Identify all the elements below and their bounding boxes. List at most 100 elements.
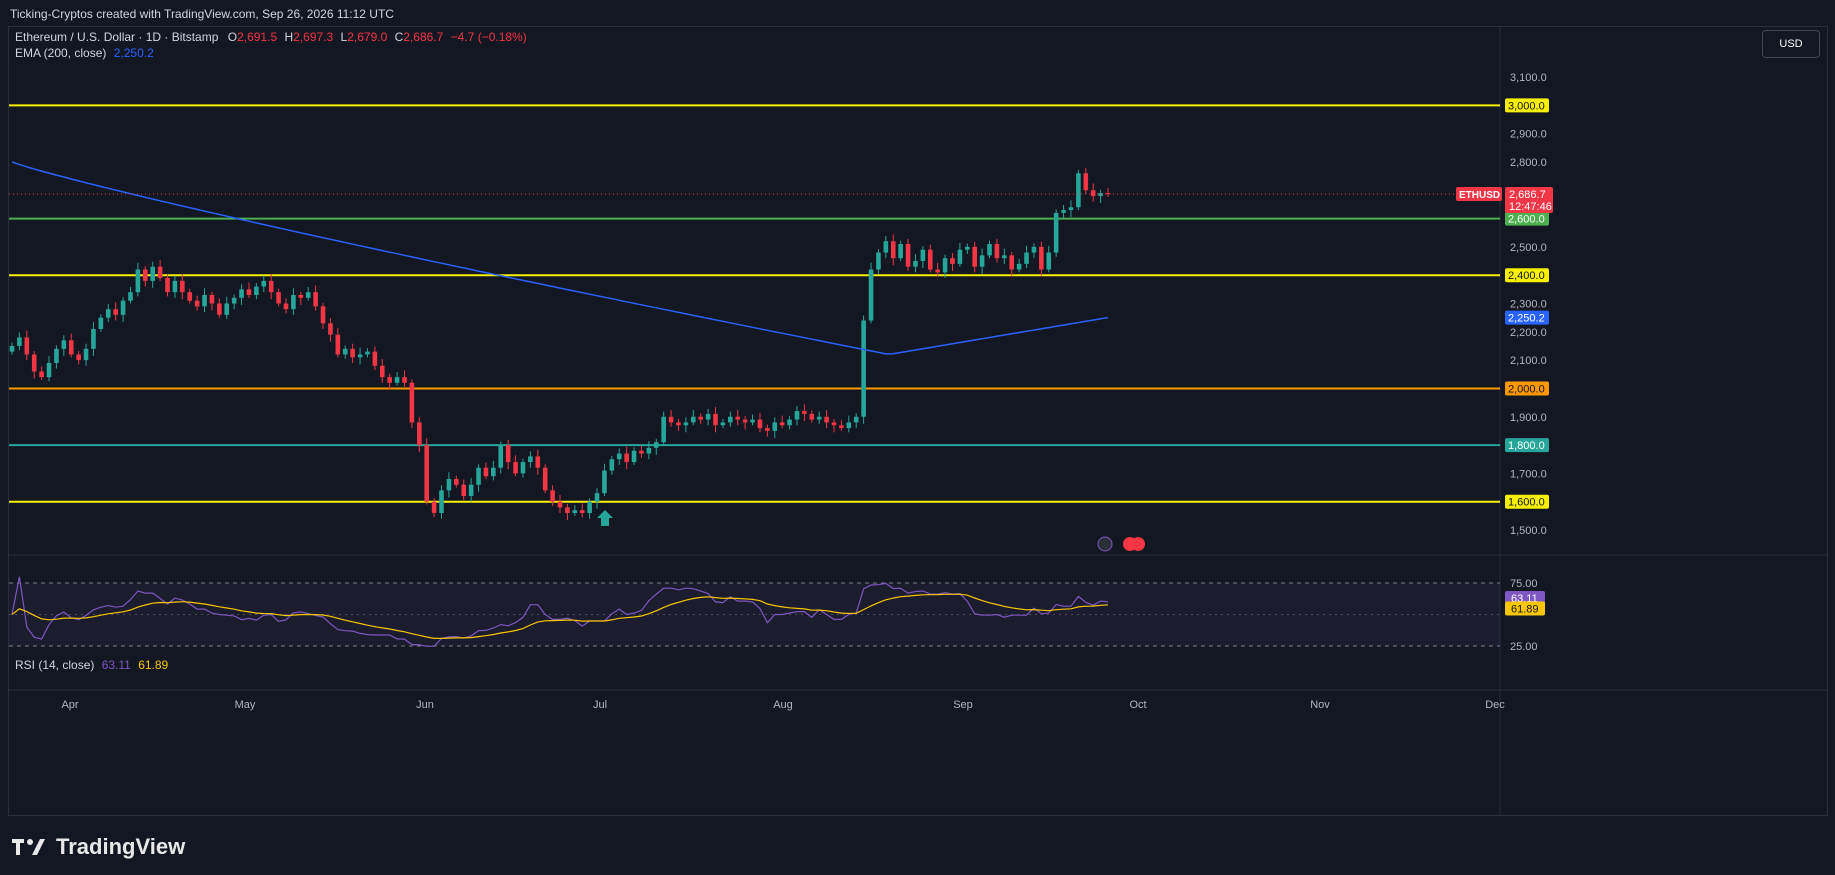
candle-body <box>187 292 193 301</box>
candle-body <box>128 292 133 301</box>
candle-body <box>935 269 940 273</box>
candle-body <box>691 416 696 423</box>
candle-body <box>217 303 222 315</box>
candle-body <box>157 266 163 279</box>
candle-body <box>965 246 970 250</box>
candle-body <box>261 280 267 287</box>
symbol-tag-bg <box>1456 187 1502 202</box>
ema-label: EMA (200, close) <box>15 46 107 60</box>
candle-body <box>1090 190 1096 196</box>
chart-frame[interactable] <box>8 26 1828 816</box>
level-label-bg <box>1505 381 1549 396</box>
ema-legend: EMA (200, close) 2,250.2 <box>15 46 154 60</box>
candle-body <box>609 459 615 471</box>
rsi-tick-label: 25.00 <box>1510 641 1538 653</box>
rsi-ma-tag: 61.89 <box>1511 604 1539 616</box>
candle-body <box>409 382 415 423</box>
ohlc-legend: Ethereum / U.S. Dollar · 1D · Bitstamp O… <box>15 30 527 44</box>
rsi-legend: RSI (14, close) 63.11 61.89 <box>15 658 168 672</box>
candle-body <box>787 419 792 426</box>
low-label: L <box>340 30 348 44</box>
candle-body <box>1039 246 1044 270</box>
candle-body <box>1061 210 1066 213</box>
candle-body <box>698 416 703 420</box>
candle-body <box>987 244 992 256</box>
candle-body <box>572 510 578 514</box>
footer: TradingView <box>0 820 1835 875</box>
candle-body <box>276 292 281 304</box>
candle-body <box>83 348 89 361</box>
candle-body <box>9 345 15 352</box>
chart-caption: Ticking-Cryptos created with TradingView… <box>10 7 394 21</box>
tradingview-logo[interactable]: TradingView <box>12 834 185 860</box>
candle-body <box>676 422 681 426</box>
level-label-bg <box>1505 438 1549 453</box>
candle-body <box>890 241 896 259</box>
candle-body <box>291 295 296 310</box>
tradingview-logo-icon <box>12 839 45 855</box>
symbol-tag: ETHUSD <box>1459 190 1500 201</box>
candle-body <box>372 351 378 366</box>
candle-body <box>313 292 318 307</box>
candle-body <box>68 340 74 355</box>
candle-body <box>646 447 652 454</box>
candle-body <box>320 306 326 324</box>
candle-body <box>387 377 392 383</box>
candle-body <box>365 351 370 355</box>
candle-body <box>1053 212 1059 253</box>
candle-body <box>180 280 185 293</box>
candle-body <box>335 334 341 355</box>
candle-body <box>735 416 741 420</box>
event-lightning-icon <box>1097 536 1113 552</box>
y-tick-label: 2,200.0 <box>1510 327 1547 339</box>
candle-body <box>1083 173 1089 191</box>
candle-body <box>557 501 563 508</box>
candle-body <box>868 269 874 321</box>
change-value: −4.7 (−0.18%) <box>450 30 527 44</box>
high-label: H <box>284 30 294 44</box>
candle-body <box>779 422 785 426</box>
candle-body <box>268 280 274 293</box>
candle-body <box>765 428 770 431</box>
candle-body <box>194 300 200 307</box>
candle-body <box>1009 255 1015 270</box>
candle-body <box>594 493 600 502</box>
candle-body <box>876 252 881 270</box>
candle-body <box>283 303 289 310</box>
brand-name: TradingView <box>56 834 186 859</box>
open-value: 2,691.5 <box>237 30 278 44</box>
candle-body <box>342 348 348 355</box>
level-label: 1,600.0 <box>1508 497 1545 509</box>
y-tick-label: 2,300.0 <box>1510 299 1547 311</box>
candle-body <box>639 450 644 454</box>
rsi-ma-value: 61.89 <box>138 658 169 672</box>
candle-body <box>994 244 1000 259</box>
x-tick-label: Oct <box>1129 699 1146 711</box>
candle-body <box>491 467 496 477</box>
candle-body <box>624 453 629 463</box>
candle-body <box>165 278 170 293</box>
x-tick-label: Dec <box>1485 699 1505 711</box>
candle-body <box>846 422 852 429</box>
candle-body <box>150 266 155 281</box>
candle-body <box>550 490 555 502</box>
level-label: 3,000.0 <box>1508 100 1545 112</box>
candle-body <box>950 258 955 264</box>
candle-body <box>431 501 437 514</box>
candle-body <box>979 255 985 267</box>
rsi-label: RSI (14, close) <box>15 658 95 672</box>
candle-body <box>483 467 489 477</box>
x-tick-label: May <box>235 699 256 711</box>
candle-body <box>1024 252 1029 264</box>
candle-body <box>350 348 355 358</box>
y-tick-label: 2,500.0 <box>1510 242 1547 254</box>
candle-body <box>683 422 689 426</box>
candle-body <box>579 510 585 514</box>
currency-button[interactable]: USD <box>1762 30 1820 58</box>
candle-body <box>239 289 244 298</box>
candle-body <box>542 467 548 491</box>
candle-body <box>565 507 570 514</box>
event-flag-icon <box>1131 537 1145 551</box>
candle-body <box>1098 193 1103 196</box>
